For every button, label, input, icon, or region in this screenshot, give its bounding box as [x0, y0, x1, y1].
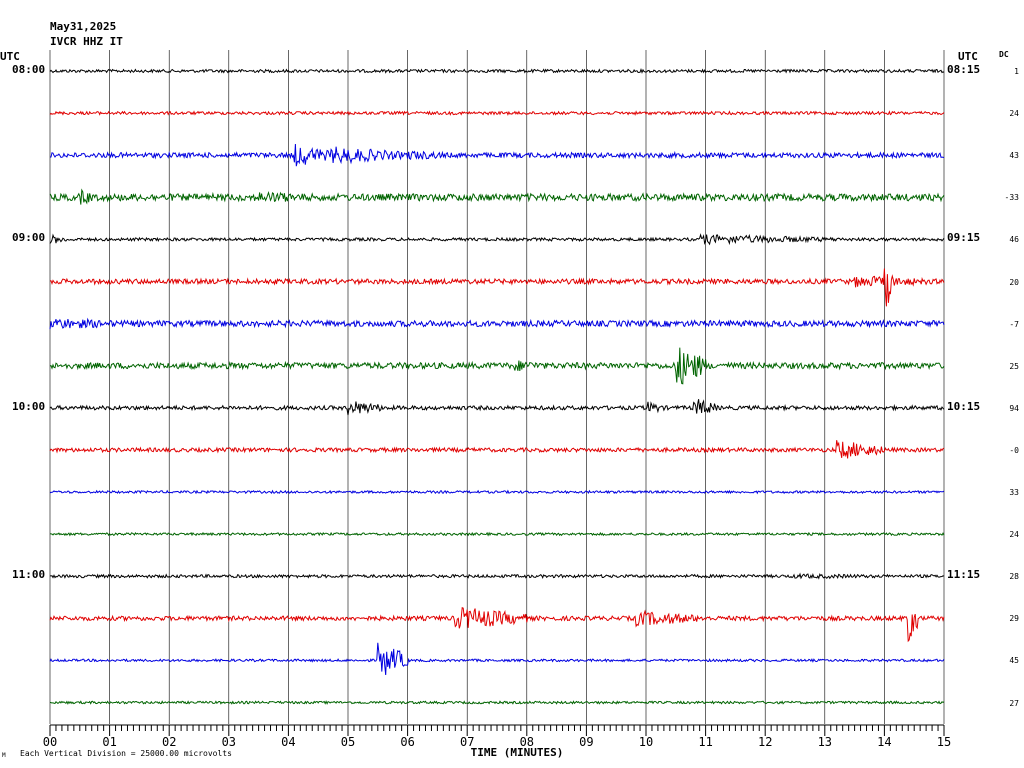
- seismic-trace: [49, 143, 945, 167]
- right-time-label: 11:15: [947, 568, 981, 582]
- dc-value: 1: [1014, 67, 1019, 76]
- seismic-trace: [49, 606, 945, 643]
- dc-value: 43: [1009, 151, 1019, 161]
- seismic-traces: [49, 67, 945, 705]
- dc-value: 24: [1009, 109, 1019, 119]
- x-tick-label: 02: [162, 735, 176, 749]
- x-tick-label: 14: [877, 735, 891, 749]
- seismic-trace: [49, 642, 945, 676]
- dc-header-label: DC: [999, 50, 1009, 59]
- date-label: May31,2025: [50, 20, 117, 33]
- x-axis-title: TIME (MINUTES): [471, 746, 564, 759]
- right-time-label: 10:15: [947, 399, 981, 413]
- x-tick-label: 01: [102, 735, 116, 749]
- dc-value: 20: [1009, 277, 1019, 287]
- scale-note: Each Vertical Division = 25000.00 microv…: [20, 749, 232, 758]
- dc-value: 25: [1009, 361, 1019, 371]
- seismic-trace: [49, 317, 945, 330]
- dc-value: 29: [1009, 614, 1019, 624]
- x-tick-label: 08: [520, 735, 534, 749]
- x-tick-label: 09: [579, 735, 593, 749]
- dc-value: -0: [1009, 445, 1019, 455]
- station-label: IVCR HHZ IT: [50, 35, 123, 48]
- seismic-trace: [49, 572, 945, 580]
- dc-value: 45: [1009, 656, 1019, 666]
- seismic-trace: [49, 531, 945, 537]
- left-time-label: 08:00: [12, 63, 46, 76]
- utc-left-label: UTC: [0, 50, 20, 63]
- x-tick-label: 04: [281, 735, 295, 749]
- x-tick-label: 07: [460, 735, 474, 749]
- dc-value: 46: [1009, 235, 1019, 245]
- x-tick-label: 15: [937, 735, 951, 749]
- left-time-label: 10:00: [12, 399, 46, 413]
- seismic-trace: [49, 67, 945, 74]
- right-time-label: 08:15: [947, 63, 981, 76]
- dc-value: 33: [1009, 488, 1019, 497]
- dc-value: 27: [1009, 698, 1019, 708]
- x-tick-label: 00: [43, 735, 57, 749]
- left-time-label: 09:00: [12, 231, 46, 245]
- x-tick-label: 10: [639, 735, 653, 749]
- utc-right-label: UTC: [958, 50, 978, 63]
- corner-mark: M: [2, 752, 6, 759]
- dc-value: -7: [1009, 319, 1019, 329]
- x-tick-label: 05: [341, 735, 355, 749]
- right-time-label: 09:15: [947, 231, 981, 245]
- seismic-trace: [49, 347, 945, 385]
- left-time-label: 11:00: [12, 568, 46, 582]
- grid-lines: [49, 50, 945, 724]
- x-tick-label: 11: [698, 735, 712, 749]
- x-tick-label: 12: [758, 735, 772, 749]
- x-tick-label: 06: [400, 735, 414, 749]
- seismic-trace: [49, 188, 945, 205]
- dc-value: -33: [1004, 193, 1019, 203]
- dc-value: 24: [1009, 530, 1019, 540]
- seismic-trace: [49, 110, 945, 116]
- seismic-trace: [49, 440, 945, 459]
- dc-value: 94: [1009, 403, 1019, 413]
- seismic-trace: [49, 233, 945, 246]
- seismic-trace: [49, 489, 945, 495]
- x-tick-label: 03: [222, 735, 236, 749]
- time-axis: 00 01 02 03 04 05 06 07 08 09 10 11 12 13 14 15 TIME (MI…: [43, 724, 951, 759]
- x-tick-label: 13: [818, 735, 832, 749]
- seismic-trace: [49, 399, 945, 416]
- dc-value: 28: [1009, 572, 1019, 582]
- seismic-trace: [49, 700, 945, 705]
- seismic-trace: [49, 268, 945, 307]
